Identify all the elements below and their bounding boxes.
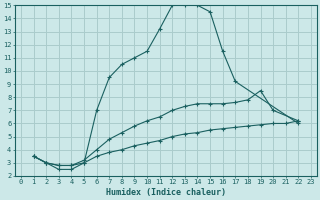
X-axis label: Humidex (Indice chaleur): Humidex (Indice chaleur) [106, 188, 226, 197]
